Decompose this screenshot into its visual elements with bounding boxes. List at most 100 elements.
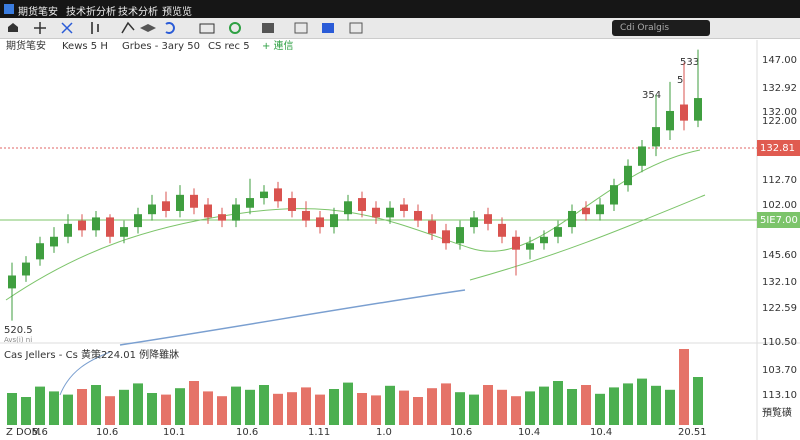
volume-bar — [161, 394, 171, 425]
candle-body — [302, 210, 310, 221]
ma-line — [5, 149, 701, 301]
candle-body — [120, 227, 128, 237]
volume-bar — [497, 389, 507, 425]
date-label: 10.4 — [590, 427, 612, 438]
legend-item: Grbes - 3ary 50 — [122, 41, 200, 52]
annotation: 5 — [677, 75, 683, 86]
volume-bar — [623, 383, 633, 425]
ma-line — [469, 194, 706, 281]
draw-icon[interactable] — [61, 22, 73, 34]
candle-body — [442, 230, 450, 244]
menu-item[interactable]: 技术分析 — [118, 7, 158, 18]
candle-body — [596, 204, 604, 215]
toolbar-icons — [8, 21, 363, 34]
candle-body — [582, 207, 590, 215]
price-label: 147.00 — [762, 55, 797, 66]
candle-body — [372, 207, 380, 218]
candle-body — [204, 204, 212, 218]
candle-body — [512, 236, 520, 250]
legend-item: 期货笔安 — [6, 39, 46, 52]
candle-body — [50, 236, 58, 247]
menu-item[interactable]: 预览览 — [162, 7, 192, 18]
legend-item: + 連信 — [262, 39, 294, 52]
candle-body — [358, 198, 366, 211]
volume-bar — [35, 386, 45, 425]
volume-bar — [245, 389, 255, 425]
rotate-icon[interactable] — [165, 22, 175, 34]
volume-bar — [525, 391, 535, 425]
volume-bar — [371, 395, 381, 425]
date-label: 10.6 — [236, 427, 258, 438]
price-label: 103.70 — [762, 365, 797, 376]
home-icon[interactable] — [8, 23, 18, 32]
candle-body — [22, 262, 30, 276]
price-label: 122.00 — [762, 116, 797, 127]
date-label: 10.4 — [518, 427, 540, 438]
price-label: 132.10 — [762, 277, 797, 288]
candle-body — [330, 214, 338, 228]
candle-body — [8, 275, 16, 289]
bars-icon[interactable] — [91, 22, 99, 34]
line-icon[interactable] — [121, 21, 135, 34]
price-label: 145.60 — [762, 250, 797, 261]
volume-bar — [77, 389, 87, 425]
left-label: Avs(i) ni — [4, 336, 32, 344]
box-icon[interactable] — [199, 23, 215, 34]
settings-icon[interactable] — [349, 22, 363, 34]
candle-body — [638, 146, 646, 166]
candle-body — [148, 204, 156, 215]
shape-icon[interactable] — [140, 24, 156, 32]
legend-item: CS rec 5 — [208, 41, 250, 52]
price-label: 122.59 — [762, 303, 797, 314]
candle-body — [526, 243, 534, 250]
annotation: 354 — [642, 90, 661, 101]
candle-body — [190, 194, 198, 208]
volume-bar — [63, 394, 73, 425]
layout-icon[interactable] — [322, 23, 334, 33]
candle-body — [540, 236, 548, 244]
toolbar: Cdi Oralgis — [0, 18, 800, 39]
date-label: 5.6 — [32, 427, 48, 438]
level-badge — [757, 212, 800, 228]
candle-body — [260, 191, 268, 199]
panel-icon[interactable] — [262, 23, 274, 33]
panel-icon[interactable] — [294, 22, 308, 34]
circle-icon[interactable] — [229, 22, 241, 34]
candle-body — [554, 227, 562, 237]
candle-body — [36, 243, 44, 260]
ma-line — [59, 351, 111, 396]
date-label: 10.1 — [163, 427, 185, 438]
crosshair-icon[interactable] — [34, 22, 46, 34]
volume-legend: Cas Jellers - Cs 黄策224.01 例降雖牀 — [4, 348, 179, 361]
volume-bar — [581, 385, 591, 425]
candle-body — [680, 104, 688, 121]
price-badge — [757, 140, 800, 156]
menu-item[interactable]: 期货笔安 — [18, 7, 58, 18]
candle-body — [78, 220, 86, 231]
volume-bar — [427, 388, 437, 425]
search-box[interactable]: Cdi Oralgis — [612, 20, 710, 36]
candle-body — [344, 201, 352, 215]
candle-body — [666, 110, 674, 131]
candle-body — [484, 214, 492, 224]
candle-body — [64, 223, 72, 237]
trend-line — [119, 289, 466, 346]
candle-body — [610, 185, 618, 205]
candle-body — [106, 217, 114, 237]
candle-body — [498, 223, 506, 237]
volume-bar — [511, 396, 521, 425]
candle-body — [456, 227, 464, 244]
menu-item[interactable]: 技术折分析 — [66, 7, 116, 18]
date-label: 1.0 — [376, 427, 392, 438]
candle-body — [414, 210, 422, 221]
volume-bar — [105, 396, 115, 425]
candle-body — [652, 127, 660, 147]
annotation: 533 — [680, 57, 699, 68]
legend-item: Kews 5 H — [62, 41, 108, 52]
date-label: 10.6 — [450, 427, 472, 438]
volume-bar — [91, 385, 101, 425]
volume-bar — [679, 349, 689, 425]
price-label: 132.92 — [762, 83, 797, 94]
volume-bar — [301, 387, 311, 425]
